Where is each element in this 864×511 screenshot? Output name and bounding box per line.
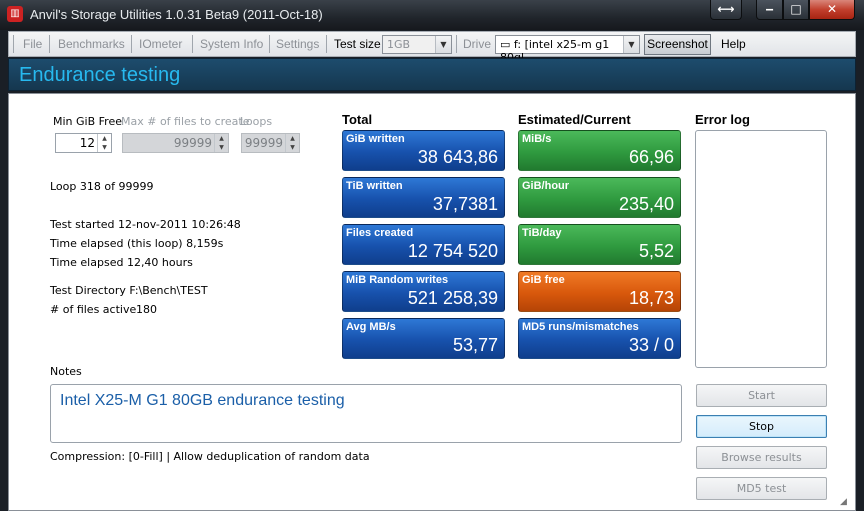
menu-benchmarks[interactable]: Benchmarks [58,37,125,51]
notes-text: Intel X25-M G1 80GB endurance testing [60,392,345,409]
test-size-label: Test size [334,37,381,51]
menu-system-info[interactable]: System Info [200,37,264,51]
tile-value: 235,40 [618,194,674,214]
chevron-down-icon[interactable]: ▼ [290,144,295,151]
drive-label: Drive [463,37,492,51]
menu-separator [326,35,327,53]
max-files-label: Max # of files to create [121,115,250,128]
chevron-down-icon: ▼ [623,36,639,53]
app-anvil-icon[interactable]: ▥ [7,6,23,22]
tile-label: Files created [346,227,414,239]
tile-gib-free: GiB free 18,73 [518,271,681,312]
tile-value: 18,73 [628,288,674,308]
notes-label: Notes [50,365,82,378]
loops-value: 99999 [244,136,283,150]
menu-separator [131,35,132,53]
tile-mibs: MiB/s 66,96 [518,130,681,171]
menu-separator [192,35,193,53]
tile-tib-written: TiB written 37,7381 [342,177,505,218]
page-title: Endurance testing [19,64,181,86]
tile-gib-hour: GiB/hour 235,40 [518,177,681,218]
menu-help[interactable]: Help [721,37,746,51]
error-log-box[interactable] [695,130,827,368]
chevron-up-icon[interactable]: ▲ [102,135,107,142]
chevron-up-icon[interactable]: ▲ [219,135,224,142]
menu-settings[interactable]: Settings [276,37,320,51]
drive-icon: ▭ [500,38,514,51]
min-gib-free-label: Min GiB Free [53,115,122,128]
chevron-down-icon[interactable]: ▼ [102,144,107,151]
test-size-select[interactable]: 1GB ▼ [382,35,452,54]
max-files-value: 99999 [173,136,212,150]
notes-field[interactable]: Intel X25-M G1 80GB endurance testing [50,384,682,443]
files-active-label: # of files active [50,303,137,316]
tile-avg-mbs: Avg MB/s 53,77 [342,318,505,359]
tile-label: GiB free [522,274,565,286]
min-gib-free-stepper[interactable]: 12 ▲ ▼ [55,133,112,153]
tile-value: 53,77 [452,335,498,355]
maximize-button[interactable]: □ [783,0,809,20]
browse-results-button[interactable]: Browse results [696,446,827,469]
tile-files-created: Files created 12 754 520 [342,224,505,265]
test-started: Test started 12-nov-2011 10:26:48 [50,218,241,231]
tile-label: MiB Random writes [346,274,449,286]
tile-value: 37,7381 [432,194,498,214]
chevron-up-icon[interactable]: ▲ [290,135,295,142]
tile-label: TiB/day [522,227,562,239]
menu-grip [13,35,14,53]
tile-label: GiB written [346,133,405,145]
tile-tib-day: TiB/day 5,52 [518,224,681,265]
title-bar: ▥ Anvil's Storage Utilities 1.0.31 Beta9… [0,0,864,30]
resize-grip-icon[interactable]: ◢ [840,497,847,507]
menu-separator [49,35,50,53]
tile-gib-written: GiB written 38 643,86 [342,130,505,171]
max-files-stepper[interactable]: 99999 ▲ ▼ [122,133,229,153]
minimize-button[interactable]: ‒ [756,0,783,20]
files-active-value: 180 [136,303,157,316]
drive-select[interactable]: ▭ f: [intel x25-m g1 80gl ▼ [495,35,640,64]
tile-label: MD5 runs/mismatches [522,321,639,333]
tile-value: 12 754 520 [407,241,498,261]
tile-value: 521 258,39 [407,288,498,308]
menu-iometer[interactable]: IOmeter [139,37,183,51]
tile-value: 38 643,86 [417,147,498,167]
min-gib-free-value: 12 [79,136,95,150]
tile-value: 5,52 [638,241,674,261]
tile-value: 66,96 [628,147,674,167]
screenshot-button[interactable]: Screenshot [644,34,711,55]
estimated-heading: Estimated/Current [518,112,631,127]
loop-status: Loop 318 of 99999 [50,180,154,193]
tile-label: Avg MB/s [346,321,396,333]
menu-separator [456,35,457,53]
tile-label: GiB/hour [522,180,570,192]
menu-file[interactable]: File [23,37,43,51]
menu-bar: File Benchmarks IOmeter System Info Sett… [8,31,856,64]
tile-label: MiB/s [522,133,552,145]
time-elapsed-loop: Time elapsed (this loop) 8,159s [50,237,224,250]
loops-stepper[interactable]: 99999 ▲ ▼ [241,133,300,153]
tile-mib-random-writes: MiB Random writes 521 258,39 [342,271,505,312]
start-button[interactable]: Start [696,384,827,407]
md5-test-button[interactable]: MD5 test [696,477,827,500]
test-size-value: 1GB [387,38,411,51]
window-title: Anvil's Storage Utilities 1.0.31 Beta9 (… [30,7,323,22]
tile-value: 33 / 0 [628,335,674,355]
loops-label: Loops [240,115,273,128]
error-log-heading: Error log [695,112,750,127]
chevron-down-icon: ▼ [435,36,451,53]
page-header: Endurance testing [8,58,856,91]
totals-heading: Total [342,112,373,127]
chevron-down-icon[interactable]: ▼ [219,144,224,151]
test-directory: Test Directory F:\Bench\TEST [50,284,208,297]
tile-md5-runs: MD5 runs/mismatches 33 / 0 [518,318,681,359]
time-elapsed: Time elapsed 12,40 hours [50,256,193,269]
stop-button[interactable]: Stop [696,415,827,438]
resize-button[interactable]: ⟷ [710,0,742,20]
menu-separator [269,35,270,53]
main-panel: Min GiB Free 12 ▲ ▼ Max # of files to cre… [8,93,856,511]
compression-info: Compression: [0-Fill] | Allow deduplicat… [50,450,370,463]
close-button[interactable]: ✕ [809,0,855,20]
tile-label: TiB written [346,180,403,192]
